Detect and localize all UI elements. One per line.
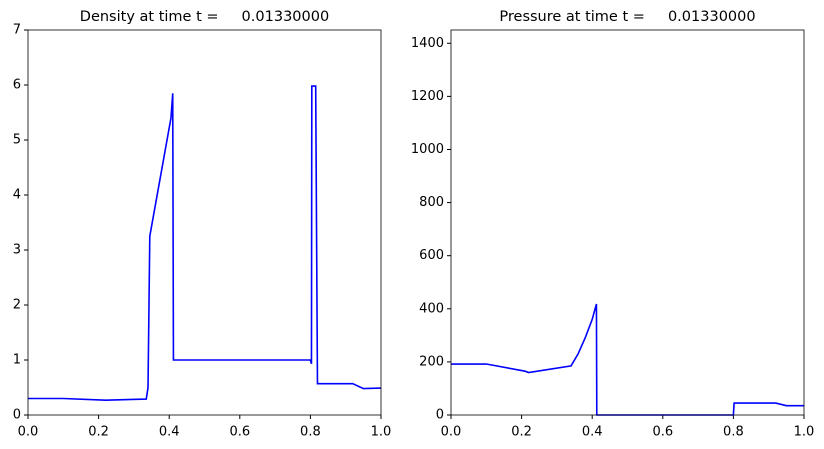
x-tick-label: 0.4 <box>582 425 603 440</box>
y-tick-label: 2 <box>13 298 21 313</box>
x-tick-label: 0.2 <box>88 425 109 440</box>
x-tick-label: 0.0 <box>18 425 39 440</box>
line <box>451 303 804 416</box>
y-tick-label: 400 <box>419 301 444 316</box>
x-tick-label: 0.4 <box>159 425 180 440</box>
y-tick-label: 3 <box>13 243 21 258</box>
x-tick-label: 1.0 <box>371 425 392 440</box>
x-tick-label: 0.8 <box>723 425 744 440</box>
x-tick-label: 0.6 <box>229 425 250 440</box>
y-tick-label: 200 <box>419 354 444 369</box>
x-tick-label: 0.0 <box>441 425 462 440</box>
x-tick-label: 0.2 <box>511 425 532 440</box>
y-tick-label: 1400 <box>411 36 444 51</box>
x-tick-label: 1.0 <box>794 425 815 440</box>
y-tick-label: 4 <box>13 188 21 203</box>
x-tick-label: 0.6 <box>652 425 673 440</box>
y-tick-label: 5 <box>13 133 21 148</box>
y-tick-label: 7 <box>13 23 21 38</box>
y-tick-label: 800 <box>419 195 444 210</box>
y-tick-label: 0 <box>13 408 21 423</box>
y-tick-label: 1 <box>13 353 21 368</box>
y-tick-label: 1200 <box>411 89 444 104</box>
chart-title: Density at time t = 0.01330000 <box>80 9 329 25</box>
y-tick-label: 600 <box>419 248 444 263</box>
x-tick-label: 0.8 <box>300 425 321 440</box>
chart-title: Pressure at time t = 0.01330000 <box>499 9 755 25</box>
y-tick-label: 0 <box>436 408 444 423</box>
line <box>28 85 382 401</box>
y-tick-label: 1000 <box>411 142 444 157</box>
axes-frame <box>450 29 805 416</box>
axes-frame <box>27 29 382 416</box>
y-tick-label: 6 <box>13 78 21 93</box>
